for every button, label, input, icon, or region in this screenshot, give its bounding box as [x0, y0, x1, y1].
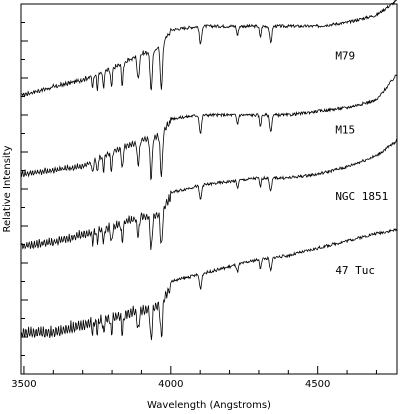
series-label-0: M79: [335, 50, 355, 63]
series-labels: M79 M15 NGC 1851 47 Tuc: [335, 50, 388, 278]
x-axis-label: Wavelength (Angstroms): [147, 400, 271, 411]
series-label-1: M15: [335, 124, 355, 137]
spectrum-line-1: [21, 74, 398, 181]
x-tick-label: 4500: [305, 379, 330, 390]
spectrum-line-2: [21, 138, 398, 250]
series-label-3: 47 Tuc: [335, 264, 375, 277]
series-label-2: NGC 1851: [335, 190, 388, 203]
x-tick-label: 4000: [158, 379, 183, 390]
spectrum-line-0: [21, 0, 398, 98]
spectrum-line-3: [21, 228, 398, 341]
x-axis-ticks: 3500 4000 4500: [11, 366, 377, 390]
x-tick-label: 3500: [11, 379, 36, 390]
series-lines: [21, 0, 398, 341]
y-axis-label: Relative Intensity: [2, 145, 13, 232]
y-axis-ticks: [21, 3, 28, 375]
